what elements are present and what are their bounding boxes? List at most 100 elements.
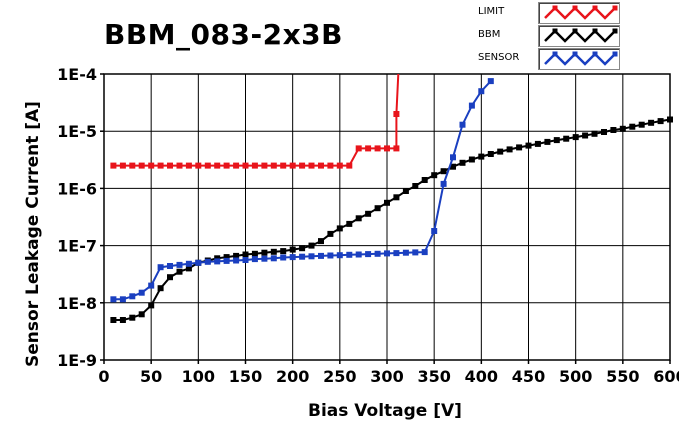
data-point-limit <box>185 162 192 169</box>
y-tick-label: 1E-6 <box>57 179 97 198</box>
x-tick-label: 600 <box>653 367 679 386</box>
data-point-sensor <box>223 257 230 264</box>
data-point-sensor <box>261 255 268 262</box>
x-tick-label: 250 <box>323 367 356 386</box>
data-point-bbm <box>365 210 372 217</box>
data-point-limit <box>119 162 126 169</box>
data-point-sensor <box>242 257 249 263</box>
chart-title: BBM_083-2x3B <box>104 18 343 51</box>
legend-marker <box>552 51 558 57</box>
x-tick-label: 350 <box>417 367 450 386</box>
x-tick-label: 300 <box>370 367 403 386</box>
legend-marker <box>592 5 598 11</box>
data-point-sensor <box>384 250 390 257</box>
data-point-bbm <box>450 163 456 170</box>
legend-item-sensor: SENSOR <box>470 47 622 70</box>
data-point-bbm <box>318 238 324 245</box>
data-point-bbm <box>648 119 655 126</box>
data-point-sensor <box>214 258 221 265</box>
data-point-bbm <box>516 144 523 151</box>
data-point-sensor <box>110 296 117 303</box>
data-point-limit <box>336 162 343 169</box>
legend-marker <box>612 5 618 11</box>
data-point-limit <box>355 145 362 152</box>
x-tick-label: 500 <box>559 367 592 386</box>
y-axis-label: Sensor Leakage Current [A] <box>23 101 43 367</box>
data-point-sensor <box>148 282 155 289</box>
data-point-limit <box>176 162 183 169</box>
data-point-limit <box>270 162 277 169</box>
legend-label-bbm: BBM <box>478 29 501 40</box>
data-point-bbm <box>289 246 296 253</box>
data-point-bbm <box>478 153 485 160</box>
data-point-sensor <box>251 256 258 263</box>
data-point-limit <box>327 162 334 169</box>
legend-marker <box>592 51 598 57</box>
data-point-sensor <box>421 249 428 256</box>
data-point-sensor <box>412 249 419 256</box>
data-point-sensor <box>487 78 494 85</box>
data-point-bbm <box>572 134 579 141</box>
data-point-bbm <box>355 215 362 222</box>
x-tick-label: 450 <box>512 367 545 386</box>
data-point-limit <box>223 162 230 169</box>
data-point-bbm <box>374 205 381 212</box>
legend-marker <box>572 28 578 34</box>
data-point-bbm <box>487 151 494 157</box>
x-tick-label: 100 <box>182 367 215 386</box>
data-point-bbm <box>667 116 673 123</box>
legend-item-bbm: BBM <box>470 24 622 47</box>
data-point-bbm <box>459 159 466 166</box>
y-tick-label: 1E-5 <box>57 122 97 141</box>
data-point-limit <box>157 162 164 169</box>
data-point-limit <box>346 162 353 169</box>
y-tick-label: 1E-4 <box>57 65 97 84</box>
data-point-sensor <box>204 258 211 265</box>
data-point-bbm <box>638 121 645 128</box>
data-point-bbm <box>619 125 626 132</box>
data-point-limit <box>374 145 381 152</box>
data-point-bbm <box>157 285 164 292</box>
data-point-sensor <box>355 251 362 258</box>
data-point-limit <box>129 162 136 169</box>
data-point-limit <box>393 111 400 117</box>
data-point-sensor <box>431 228 438 234</box>
data-point-sensor <box>233 257 240 264</box>
y-tick-label: 1E-8 <box>57 294 97 313</box>
data-point-sensor <box>318 252 324 259</box>
data-point-limit <box>299 162 306 169</box>
data-point-bbm <box>468 156 475 163</box>
data-point-limit <box>204 162 211 169</box>
legend-item-limit: LIMIT <box>470 1 622 24</box>
series-layer <box>110 73 673 323</box>
data-point-bbm <box>563 135 570 142</box>
data-point-limit <box>195 162 202 169</box>
data-point-sensor <box>185 260 192 267</box>
data-point-bbm <box>129 314 136 321</box>
legend-swatch-bbm <box>538 25 620 47</box>
data-point-limit <box>251 162 258 169</box>
data-point-limit <box>214 162 221 169</box>
data-point-sensor <box>336 252 343 259</box>
x-tick-label: 50 <box>140 367 162 386</box>
legend-marker <box>572 5 578 11</box>
data-point-limit <box>280 162 287 169</box>
data-point-sensor <box>167 263 173 269</box>
x-tick-label: 0 <box>98 367 109 386</box>
data-point-bbm <box>336 225 343 232</box>
data-point-sensor <box>299 253 306 260</box>
data-point-sensor <box>308 253 315 260</box>
data-point-bbm <box>525 142 532 149</box>
data-point-limit <box>167 162 173 169</box>
data-point-bbm <box>233 252 240 259</box>
data-point-bbm <box>261 249 268 256</box>
data-point-sensor <box>365 251 372 258</box>
data-point-sensor <box>402 249 409 256</box>
data-point-limit <box>393 145 400 152</box>
data-point-bbm <box>431 172 438 179</box>
data-point-bbm <box>497 148 504 155</box>
data-point-sensor <box>327 252 334 259</box>
data-point-bbm <box>167 274 173 281</box>
legend-marker <box>612 51 618 57</box>
